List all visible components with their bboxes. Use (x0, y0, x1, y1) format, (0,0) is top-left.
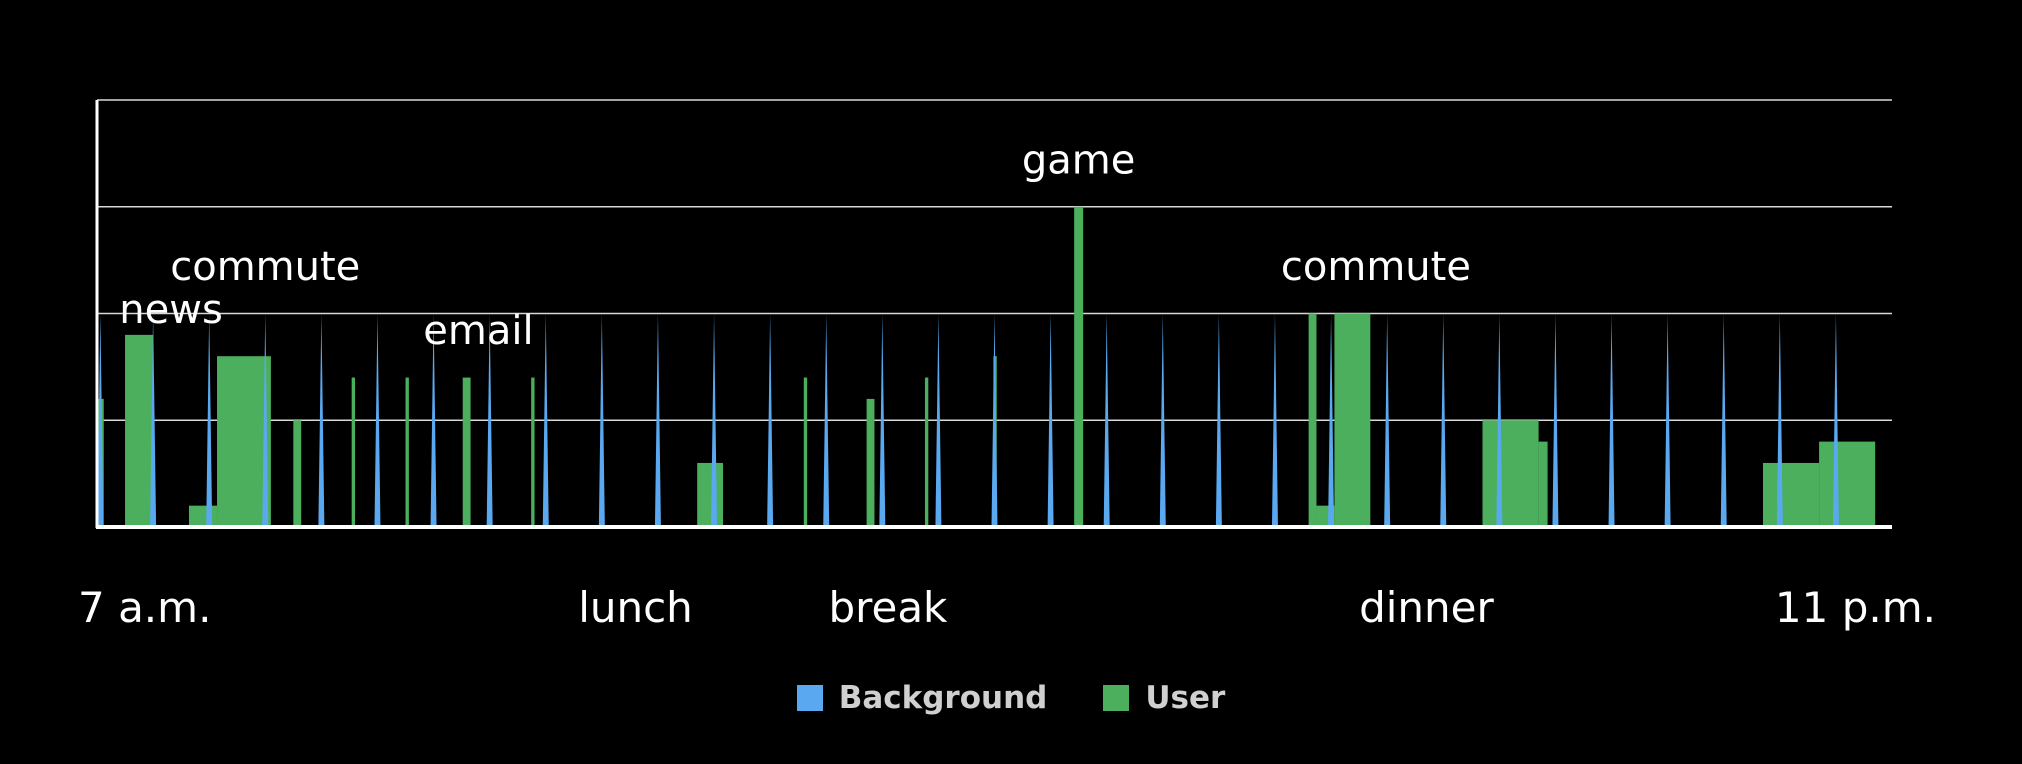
x-tick-label: break (828, 583, 948, 632)
annotation-label: email (423, 308, 533, 354)
background-spike (767, 313, 774, 527)
background-spike (1440, 313, 1447, 527)
annotation-label: news (119, 287, 223, 333)
legend-swatch-background (796, 685, 823, 711)
user-block (462, 377, 471, 527)
series-background (97, 313, 1839, 527)
user-block (293, 420, 302, 527)
user-block (531, 377, 535, 527)
user-block (125, 334, 154, 527)
user-block (803, 377, 808, 527)
user-block (866, 398, 875, 527)
legend: Background User (0, 680, 2022, 716)
background-spike (711, 313, 718, 527)
background-spike (654, 313, 661, 527)
user-block (1308, 313, 1317, 527)
background-spike (1496, 313, 1503, 527)
background-spike (1720, 313, 1727, 527)
user-block (188, 505, 218, 527)
legend-item-background: Background (796, 680, 1048, 716)
annotation-label: game (1022, 137, 1135, 183)
background-spike (1664, 313, 1671, 527)
annotation-label: commute (1281, 244, 1471, 290)
user-block (1762, 462, 1820, 527)
background-spike (823, 313, 830, 527)
user-block (1074, 206, 1084, 527)
background-spike (318, 313, 325, 527)
background-spike (1328, 313, 1335, 527)
x-tick-label: dinner (1359, 583, 1494, 632)
x-tick-labels: 7 a.m. lunch break dinner 11 p.m. (78, 583, 1936, 632)
user-block (924, 377, 929, 527)
user-block (1819, 441, 1876, 527)
legend-swatch-user (1103, 685, 1130, 711)
background-spike (1776, 313, 1783, 527)
background-spike (1552, 313, 1559, 527)
background-spike (1047, 313, 1054, 527)
background-spike (935, 313, 942, 527)
x-tick-label: 7 a.m. (78, 583, 211, 632)
user-block (217, 356, 271, 527)
background-spike (879, 313, 886, 527)
background-spike (991, 313, 998, 527)
user-block (697, 462, 724, 527)
background-spike (150, 313, 157, 527)
user-block (405, 377, 409, 527)
background-spike (262, 313, 269, 527)
background-spike (1103, 313, 1110, 527)
background-spike (1608, 313, 1615, 527)
x-tick-label: lunch (578, 583, 693, 632)
x-tick-label: 11 p.m. (1775, 583, 1936, 632)
background-spike (1271, 313, 1278, 527)
user-block (351, 377, 356, 527)
series-user (97, 206, 1876, 527)
background-spike (1159, 313, 1166, 527)
legend-label-background: Background (838, 680, 1048, 716)
background-spike (542, 313, 549, 527)
background-spike (1832, 313, 1839, 527)
background-spike (486, 313, 493, 527)
background-spike (598, 313, 605, 527)
axes (95, 100, 1892, 529)
user-block (1482, 420, 1539, 527)
background-spike (374, 313, 381, 527)
background-spike (1384, 313, 1391, 527)
legend-label-user: User (1145, 680, 1226, 716)
user-block (1538, 441, 1548, 527)
background-spike (430, 313, 437, 527)
annotation-label: commute (170, 244, 360, 290)
background-spike (97, 313, 104, 527)
background-spike (206, 313, 213, 527)
background-spike (1215, 313, 1222, 527)
user-block (1334, 313, 1371, 527)
legend-item-user: User (1103, 680, 1225, 716)
